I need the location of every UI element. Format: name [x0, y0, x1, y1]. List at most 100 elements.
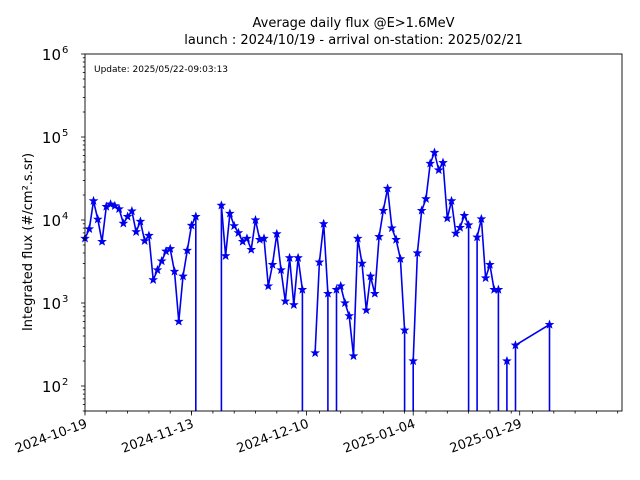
data-point [127, 206, 137, 216]
data-point [250, 214, 261, 225]
y-tick-exponent: 6 [62, 45, 68, 56]
chart-title: Average daily flux @E>1.6MeV [252, 16, 455, 31]
series-line [476, 218, 499, 291]
data-point [412, 247, 423, 258]
y-axis-label: Integrated flux (#/cm².s.sr) [21, 153, 36, 331]
data-point [374, 231, 384, 241]
data-point [361, 305, 372, 315]
update-annotation: Update: 2025/05/22-09:03:13 [94, 65, 228, 75]
data-point [480, 272, 491, 283]
data-point [216, 200, 227, 210]
data-point [493, 284, 504, 294]
data-point [182, 245, 193, 255]
data-point [352, 233, 363, 243]
data-point [387, 222, 397, 233]
data-point [139, 235, 150, 246]
data-point [459, 210, 470, 220]
x-tick-label: 2024-10-19 [13, 417, 89, 457]
data-point [178, 271, 188, 281]
chart-subtitle: launch : 2024/10/19 - arrival on-station… [184, 33, 523, 48]
y-tick-label: 10 [42, 295, 61, 313]
data-point [293, 252, 303, 262]
data-point [378, 205, 389, 215]
data-point [289, 299, 299, 309]
x-tick-label: 2025-01-04 [341, 417, 417, 457]
data-point [429, 147, 440, 157]
x-tick-label: 2025-01-29 [448, 417, 524, 457]
data-point [382, 183, 393, 193]
data-point [225, 208, 235, 218]
data-point [152, 264, 163, 275]
data-point [446, 195, 457, 205]
data-point [314, 257, 325, 267]
data-point [280, 296, 291, 306]
data-point [156, 256, 167, 266]
data-point [186, 220, 197, 230]
data-point [421, 193, 431, 203]
data-point [485, 259, 495, 269]
data-point [348, 350, 359, 361]
data-point [433, 164, 444, 175]
data-point [135, 216, 146, 226]
data-point [370, 288, 380, 298]
data-point [365, 271, 376, 281]
data-point [84, 223, 95, 234]
data-point [463, 219, 474, 230]
data-point [263, 281, 274, 291]
data-point [97, 236, 107, 246]
y-tick-label: 10 [42, 212, 61, 230]
data-point [455, 222, 465, 232]
data-point [425, 158, 436, 168]
data-point [229, 220, 239, 230]
data-point [169, 266, 180, 276]
x-tick-label: 2024-12-10 [235, 417, 311, 457]
data-point [544, 319, 555, 329]
data-point [399, 325, 410, 335]
data-point [165, 243, 176, 253]
data-point [131, 226, 141, 236]
data-point [416, 205, 427, 215]
y-tick-label: 10 [42, 46, 61, 64]
x-tick-label: 2024-11-13 [120, 417, 196, 457]
y-tick-exponent: 3 [62, 294, 68, 305]
data-point [323, 288, 333, 298]
data-point [267, 259, 278, 269]
data-point [118, 218, 129, 228]
y-tick-label: 10 [42, 378, 61, 396]
data-point [391, 234, 401, 244]
data-point [148, 274, 158, 284]
data-point [438, 157, 448, 167]
data-point [297, 284, 308, 294]
data-point [122, 211, 133, 221]
data-point [246, 244, 257, 254]
series-line [412, 151, 470, 362]
data-point [259, 233, 269, 243]
data-point [450, 228, 461, 238]
data-point [144, 230, 154, 240]
data-point [502, 355, 512, 366]
data-point [92, 214, 103, 224]
data-point [173, 316, 184, 326]
data-point [88, 195, 99, 205]
data-point [242, 233, 252, 243]
y-tick-exponent: 2 [62, 377, 68, 388]
data-point [335, 281, 346, 291]
data-point [510, 340, 521, 350]
data-point [357, 258, 367, 268]
data-point [284, 252, 295, 262]
data-point [114, 203, 124, 214]
series-line [314, 223, 329, 354]
y-tick-exponent: 5 [62, 128, 68, 139]
data-point [340, 297, 350, 308]
data-point [442, 213, 453, 223]
data-point [271, 228, 282, 239]
data-point [233, 227, 244, 237]
data-point [310, 347, 320, 358]
series-line [515, 323, 550, 346]
data-point [276, 264, 286, 275]
data-point [395, 253, 406, 263]
data-point [408, 355, 418, 366]
